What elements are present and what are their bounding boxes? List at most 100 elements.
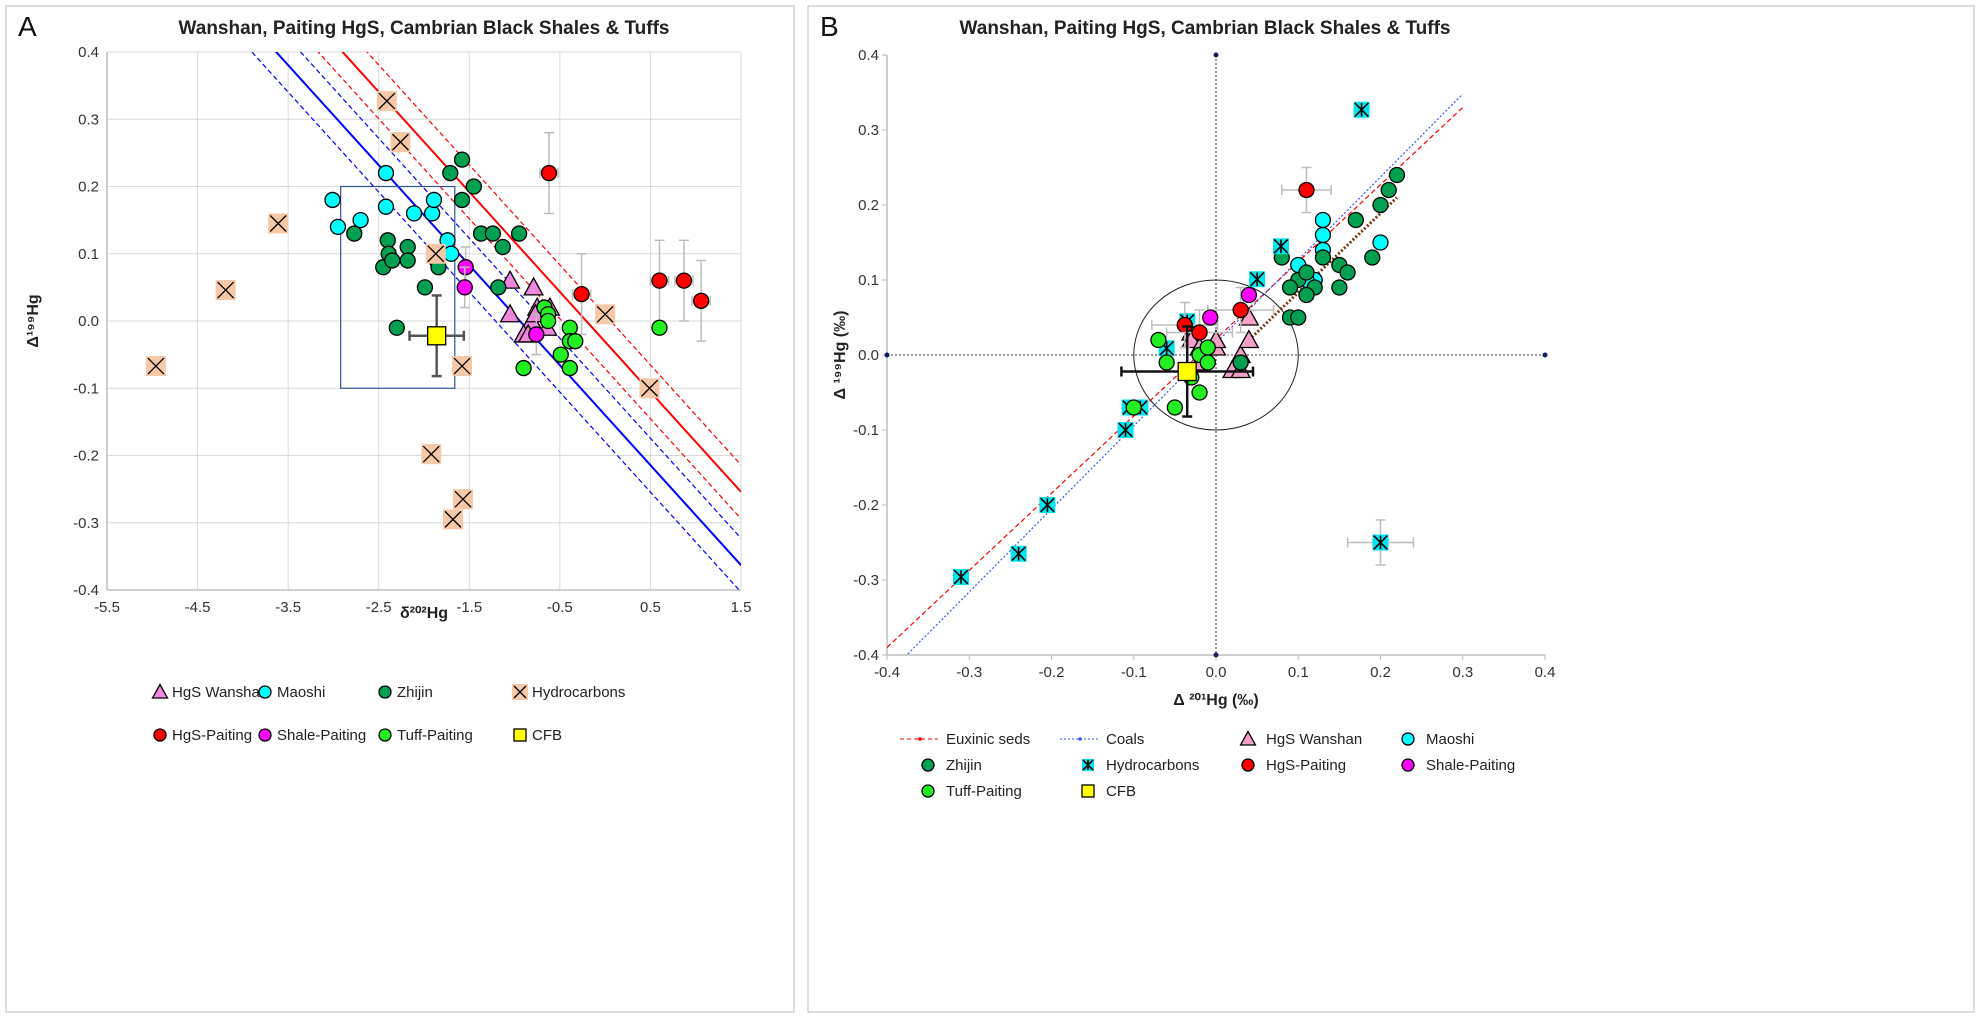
y-tick-label: 0.0 bbox=[858, 347, 879, 364]
legend-item: Zhijin bbox=[921, 757, 982, 774]
data-point-hydrocarbons bbox=[421, 444, 442, 465]
data-point-hgs-wanshan bbox=[499, 303, 521, 323]
x-tick-label: -3.5 bbox=[275, 599, 301, 616]
data-point-maoshi bbox=[377, 164, 395, 182]
data-point-maoshi bbox=[1314, 226, 1332, 244]
legend-marker bbox=[1241, 758, 1255, 772]
zero-line-endpoint bbox=[1213, 652, 1219, 658]
legend-label: HgS-Paiting bbox=[1266, 757, 1346, 774]
x-tick-label: 0.5 bbox=[640, 599, 661, 616]
legend-label: Shale-Paiting bbox=[277, 727, 366, 744]
y-tick-label: 0.1 bbox=[78, 246, 99, 263]
legend-label: HgS Wanshan bbox=[172, 684, 268, 701]
data-point-zhijin bbox=[1314, 249, 1332, 266]
data-point-zhijin bbox=[1290, 309, 1307, 326]
data-point-maoshi bbox=[405, 205, 423, 222]
data-point-shale-paiting bbox=[1240, 286, 1258, 304]
data-point-zhijin bbox=[416, 279, 434, 296]
data-point-shale-paiting bbox=[456, 279, 473, 296]
data-point-maoshi bbox=[443, 245, 460, 262]
data-point-zhijin bbox=[1298, 286, 1315, 304]
x-tick-label: 1.5 bbox=[731, 599, 752, 616]
y-tick-label: 0.3 bbox=[858, 122, 879, 139]
data-point-maoshi bbox=[424, 205, 441, 222]
legend-item: Tuff-Paiting bbox=[378, 727, 473, 744]
data-point-tuff-paiting bbox=[1191, 384, 1208, 401]
y-tick-label: -0.4 bbox=[73, 582, 99, 599]
data-point-hgs-wanshan bbox=[523, 276, 545, 296]
y-tick-label: 0.4 bbox=[78, 44, 99, 61]
data-point-maoshi bbox=[425, 191, 443, 209]
x-tick-label: -0.3 bbox=[956, 664, 982, 681]
x-tick-label: 0.0 bbox=[1206, 664, 1227, 681]
x-tick-label: -0.4 bbox=[874, 664, 900, 681]
legend-label: CFB bbox=[1106, 783, 1136, 800]
data-point-tuff-paiting bbox=[651, 319, 668, 336]
y-tick-label: -0.3 bbox=[73, 515, 99, 532]
y-tick-label: 0.1 bbox=[858, 272, 879, 289]
data-point-hgs-paiting bbox=[1298, 181, 1315, 199]
data-point-maoshi bbox=[1314, 211, 1332, 229]
zero-line-endpoint bbox=[884, 352, 890, 358]
data-point-zhijin bbox=[1380, 181, 1397, 199]
legend-label: Shale-Paiting bbox=[1426, 757, 1515, 774]
data-point-tuff-paiting bbox=[1199, 339, 1216, 356]
data-point-hydrocarbons bbox=[452, 489, 473, 510]
legend-item: HgS-Paiting bbox=[1241, 757, 1346, 774]
zero-line-endpoint bbox=[1542, 352, 1548, 358]
legend-line-dot bbox=[1078, 737, 1082, 741]
data-point-maoshi bbox=[352, 211, 369, 229]
x-tick-label: -2.5 bbox=[366, 599, 392, 616]
data-point-zhijin bbox=[1372, 196, 1389, 214]
panel-a-ylabel: Δ¹⁹⁹Hg bbox=[25, 294, 42, 347]
trend-line bbox=[317, 52, 741, 520]
data-point-maoshi bbox=[329, 218, 347, 236]
data-point-zhijin bbox=[442, 164, 459, 182]
legend-item: Tuff-Paiting bbox=[921, 783, 1022, 800]
y-tick-label: 0.2 bbox=[858, 197, 879, 214]
data-point-zhijin bbox=[1388, 166, 1406, 184]
x-tick-label: -1.5 bbox=[456, 599, 482, 616]
legend-marker bbox=[513, 728, 527, 742]
data-point-hydrocarbons bbox=[1039, 497, 1056, 513]
x-tick-label: -0.2 bbox=[1039, 664, 1065, 681]
legend-item: Maoshi bbox=[258, 684, 325, 701]
legend-label: Tuff-Paiting bbox=[397, 727, 473, 744]
panel-a-frame bbox=[5, 5, 795, 1013]
data-point-zhijin bbox=[379, 232, 396, 249]
legend-marker bbox=[153, 728, 167, 742]
data-point-hgs-paiting bbox=[573, 285, 590, 303]
data-point-maoshi bbox=[377, 198, 395, 215]
panel-b-title: Wanshan, Paiting HgS, Cambrian Black Sha… bbox=[960, 18, 1451, 39]
data-point-tuff-paiting bbox=[1125, 399, 1142, 416]
data-point-hydrocarbons bbox=[145, 356, 166, 377]
legend-marker bbox=[1401, 732, 1415, 746]
y-tick-label: -0.2 bbox=[73, 448, 99, 465]
data-point-zhijin bbox=[1347, 211, 1364, 229]
data-point-hgs-paiting bbox=[1176, 316, 1193, 334]
panel-b-frame bbox=[807, 5, 1975, 1013]
legend-marker bbox=[1401, 758, 1415, 772]
legend-label: CFB bbox=[532, 727, 562, 744]
data-point-hgs-paiting bbox=[1232, 301, 1249, 319]
data-point-hgs-paiting bbox=[1191, 324, 1208, 341]
legend-marker bbox=[921, 784, 935, 798]
data-point-zhijin bbox=[453, 191, 471, 209]
data-point-zhijin bbox=[1281, 279, 1299, 296]
data-point-zhijin bbox=[399, 238, 416, 256]
x-tick-label: -0.5 bbox=[547, 599, 573, 616]
data-point-hgs-paiting bbox=[692, 292, 710, 309]
legend: Euxinic seds Coals HgS Wanshan Maoshi Zhijin… bbox=[900, 730, 1515, 800]
legend-item: HgS Wanshan bbox=[1239, 730, 1362, 748]
legend-label: HgS-Paiting bbox=[172, 727, 252, 744]
data-point-tuff-paiting bbox=[567, 333, 584, 350]
legend-label: Maoshi bbox=[277, 684, 325, 701]
data-point-hydrocarbons bbox=[215, 280, 236, 301]
data-point-shale-paiting bbox=[528, 326, 545, 343]
panel-a-xlabel: δ²⁰²Hg bbox=[400, 605, 448, 622]
y-tick-label: 0.4 bbox=[858, 47, 879, 64]
data-point-zhijin bbox=[1364, 249, 1381, 266]
data-point-hydrocarbons bbox=[953, 569, 970, 585]
data-point-tuff-paiting bbox=[1150, 331, 1167, 349]
